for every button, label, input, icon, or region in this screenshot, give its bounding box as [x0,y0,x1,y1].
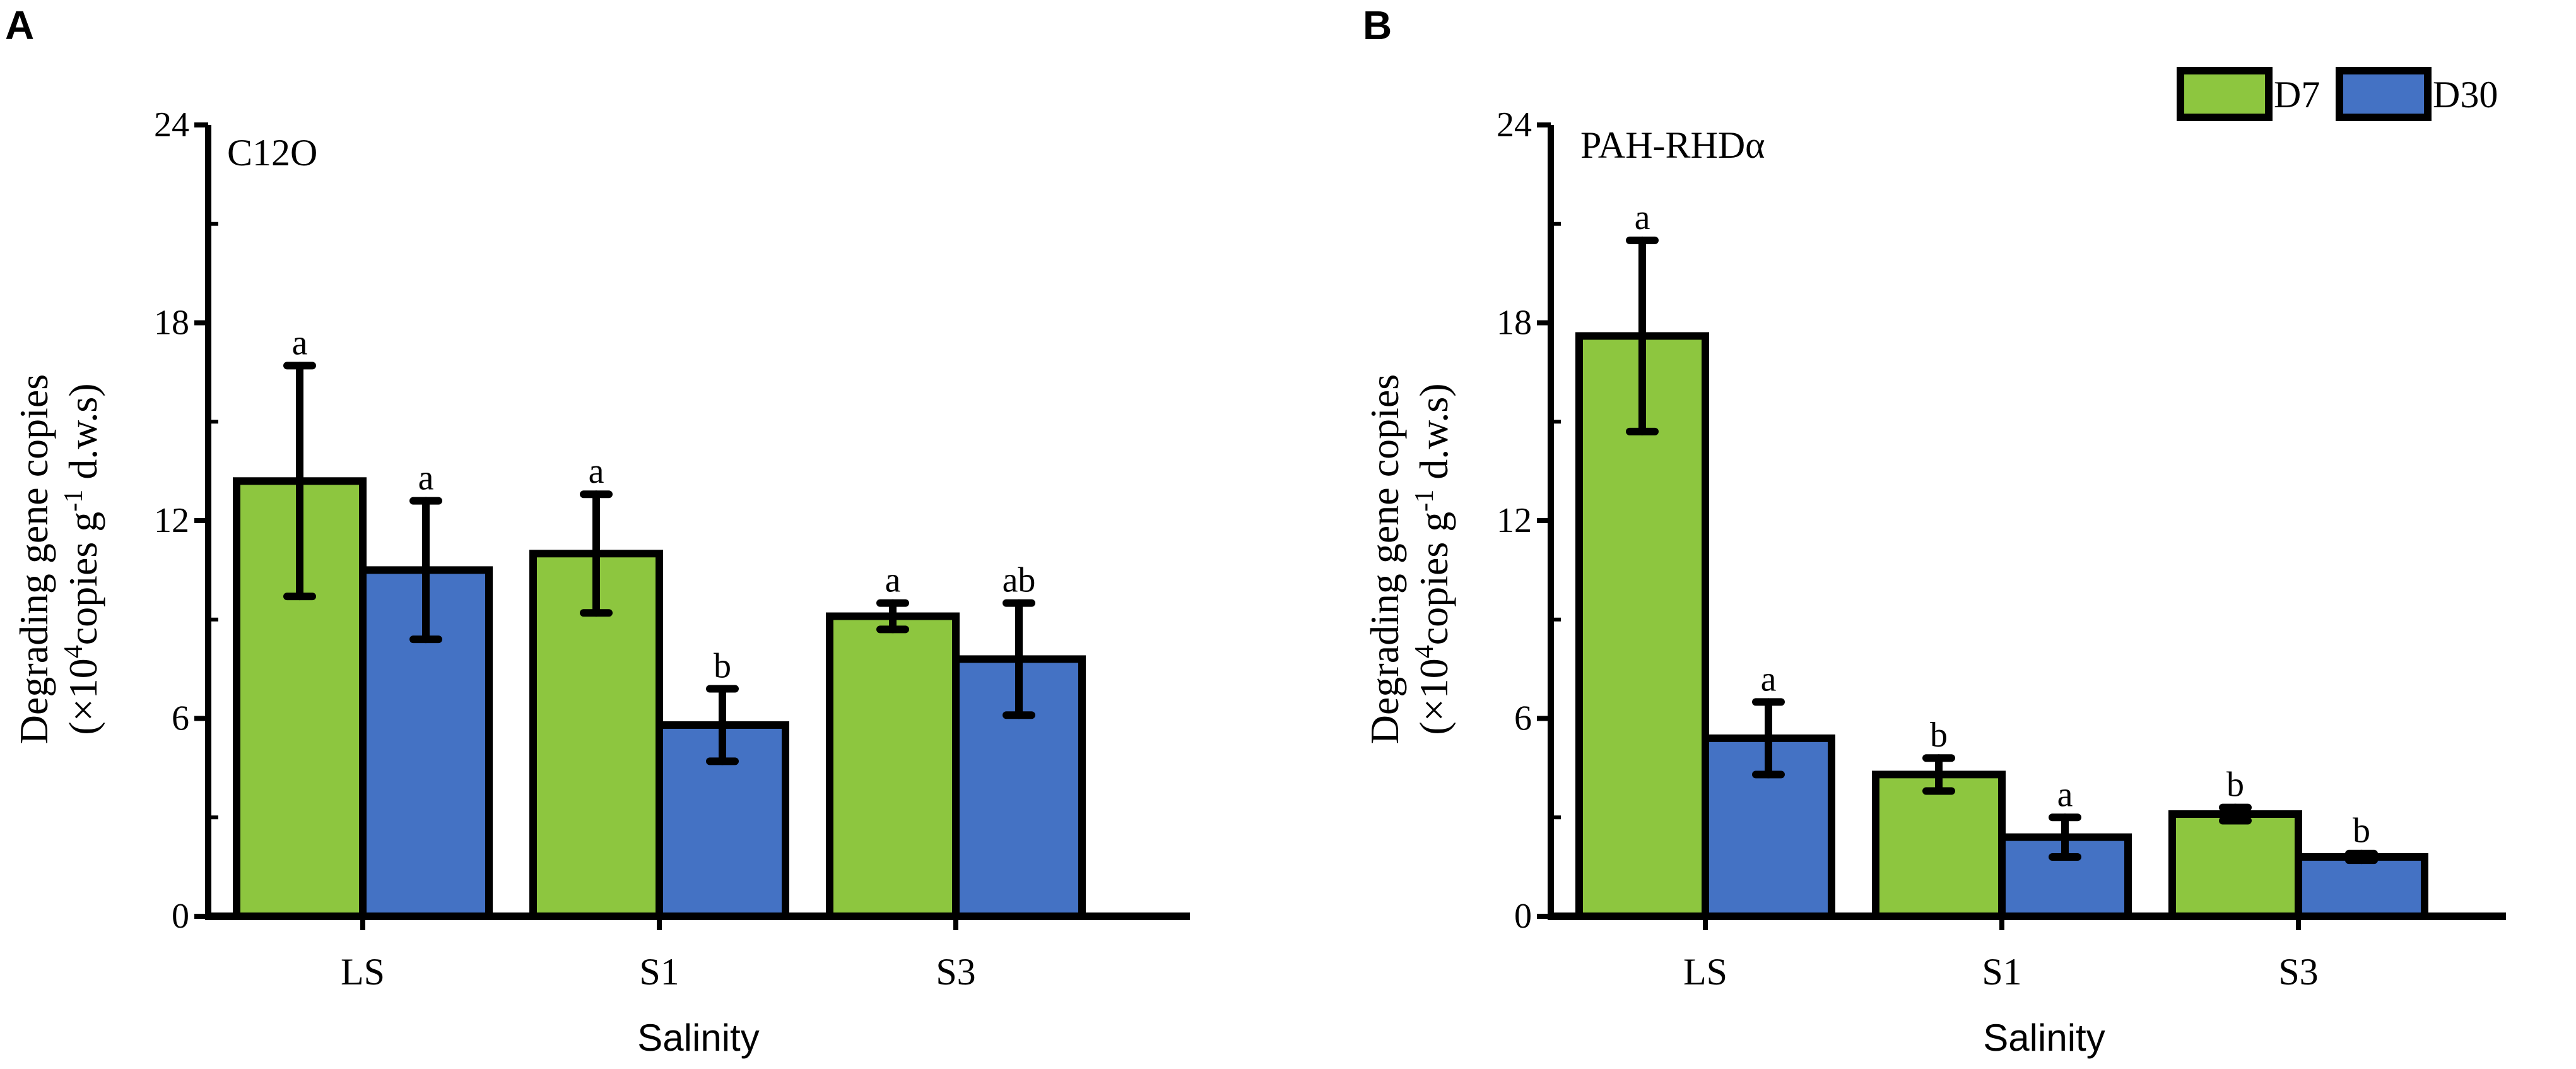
panel-a-y-axis-title: Degrading gene copies (×104copies g-1 d.… [11,374,105,744]
panel-a-sig-letter: b [714,646,731,685]
panel-a-letter: A [5,3,34,48]
legend-swatch-d7 [2177,67,2273,121]
panel-a-x-tick-label: S1 [639,951,679,993]
panel-a-y-title-post: d.w.s) [61,383,105,489]
panel-b-sig-letter: b [2226,765,2244,805]
panel-a-y-tick-label: 18 [154,304,189,343]
panel-a-y-tick-label: 0 [172,897,189,936]
panel-b-plot: 0 6 12 18 24 a a LS b a S1 b b S3 [1497,105,2506,993]
panel-a-gene-label: C12O [227,132,317,174]
panel-a-sig-letter: ab [1003,561,1036,600]
legend-label-d30: D30 [2433,74,2498,115]
panel-a-y-title-sup1: 4 [59,645,88,658]
panel-b-gene-label: PAH-RHDα [1580,124,1765,166]
panel-b-x-tick-label: S1 [1982,951,2021,993]
legend-swatch-d30 [2336,67,2432,121]
panel-a-sig-letter: a [292,323,308,362]
panel-a-y-tick-label: 12 [154,501,189,540]
panel-b-x-axis-title: Salinity [1983,1017,2105,1059]
panel-a-sig-letter: a [418,459,434,498]
panel-b-bar-d7-s3 [2168,810,2302,921]
legend: D7 D30 [2177,67,2498,121]
panel-b-y-title-post: d.w.s) [1411,383,1456,489]
panel-a-y-tick-label: 6 [172,699,189,738]
panel-a: A C12O Degrading gene copies (×104copies… [5,3,760,1059]
panel-b-y-tick-label: 6 [1514,699,1532,738]
panel-a-sig-letter: a [885,561,901,600]
panel-b: B PAH-RHDα Degrading gene copies (×104co… [1362,3,2105,1059]
panel-b-sig-letter: a [2057,775,2073,814]
panel-b-sig-letter: b [2353,812,2370,851]
panel-b-sig-letter: b [1930,716,1948,755]
panel-b-x-tick-label: LS [1683,951,1727,993]
panel-a-x-axis-title: Salinity [637,1017,759,1059]
panel-a-y-title-pre: (×10 [61,658,105,735]
panel-b-y-title-mid: copies g [1411,512,1456,646]
panel-b-letter: B [1363,3,1392,48]
panel-a-y-title-line1: Degrading gene copies [11,374,56,744]
panel-b-y-title-sup1: 4 [1410,645,1439,658]
panel-b-x-tick-label: S3 [2278,951,2318,993]
panel-a-bar-d7-s3 [826,612,960,921]
panel-b-y-title-line2: (×104copies g-1 d.w.s) [1410,383,1456,735]
panel-b-y-title-pre: (×10 [1411,658,1456,735]
panel-a-sig-letter: a [589,452,604,491]
panel-a-x-tick-label: S3 [936,951,975,993]
panel-a-y-title-sup2: -1 [59,490,88,512]
panel-b-y-axis-title: Degrading gene copies (×104copies g-1 d.… [1362,374,1456,744]
panel-b-y-title-line1: Degrading gene copies [1362,374,1407,744]
panel-a-y-tick-label: 24 [154,105,189,145]
panel-b-sig-letter: a [1635,198,1650,237]
panel-a-y-title-line2: (×104copies g-1 d.w.s) [59,383,105,735]
panel-a-y-title-mid: copies g [61,512,105,646]
panel-b-y-title-sup2: -1 [1410,490,1439,512]
panel-b-y-tick-label: 18 [1497,304,1532,343]
panel-b-sig-letter: a [1761,659,1777,699]
panel-b-bar-d30-s3 [2295,853,2428,920]
panel-a-x-tick-label: LS [341,951,385,993]
legend-label-d7: D7 [2274,74,2320,115]
panel-b-bar-d7-s1 [1872,771,2006,920]
panel-b-y-tick-label: 12 [1497,501,1532,540]
panel-b-y-tick-label: 24 [1497,105,1532,145]
panel-b-y-tick-label: 0 [1514,897,1532,936]
